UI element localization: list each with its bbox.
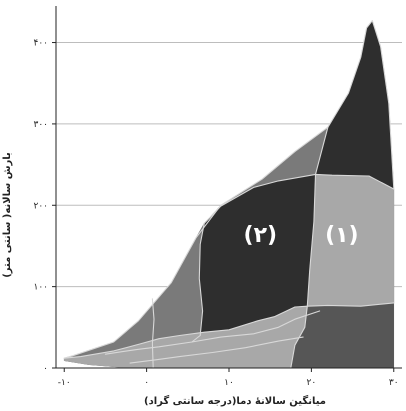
boundary-line-7: [63, 20, 395, 359]
biome-regions: [63, 20, 395, 369]
region-annotation-2: (۱): [325, 223, 359, 248]
y-tick-label: ۱۰۰: [33, 283, 48, 293]
x-axis-label: میانگین سالانهٔ دما(درجه سانتی گراد): [144, 394, 326, 407]
x-tick-label: ۱۰: [224, 378, 234, 388]
y-axis-label: بارش سالانه( سانتی متر): [2, 152, 13, 278]
y-tick-label: ۰: [43, 364, 48, 374]
x-tick-label: ۰: [144, 378, 149, 388]
boundary-line-3: [203, 173, 395, 224]
boundary-line-1: [104, 310, 321, 355]
x-tick-label: ۳۰: [389, 378, 399, 388]
biome-boundaries: [63, 20, 395, 369]
boundary-line-0: [63, 302, 395, 359]
y-tick-label: ۴۰۰: [33, 39, 48, 49]
region-annotations: (۲) (۱): [244, 223, 359, 248]
x-tick-label: -۱۰: [58, 378, 71, 388]
y-tick-label: ۳۰۰: [33, 120, 48, 130]
boundary-line-5: [290, 126, 329, 369]
boundary-line-6: [151, 298, 155, 369]
y-tick-label: ۲۰۰: [33, 201, 48, 211]
x-tick-label: ۲۰: [307, 378, 317, 388]
region-annotation-1: (۲): [244, 223, 278, 248]
boundary-line-4: [191, 222, 205, 343]
boundary-line-2: [129, 336, 304, 364]
